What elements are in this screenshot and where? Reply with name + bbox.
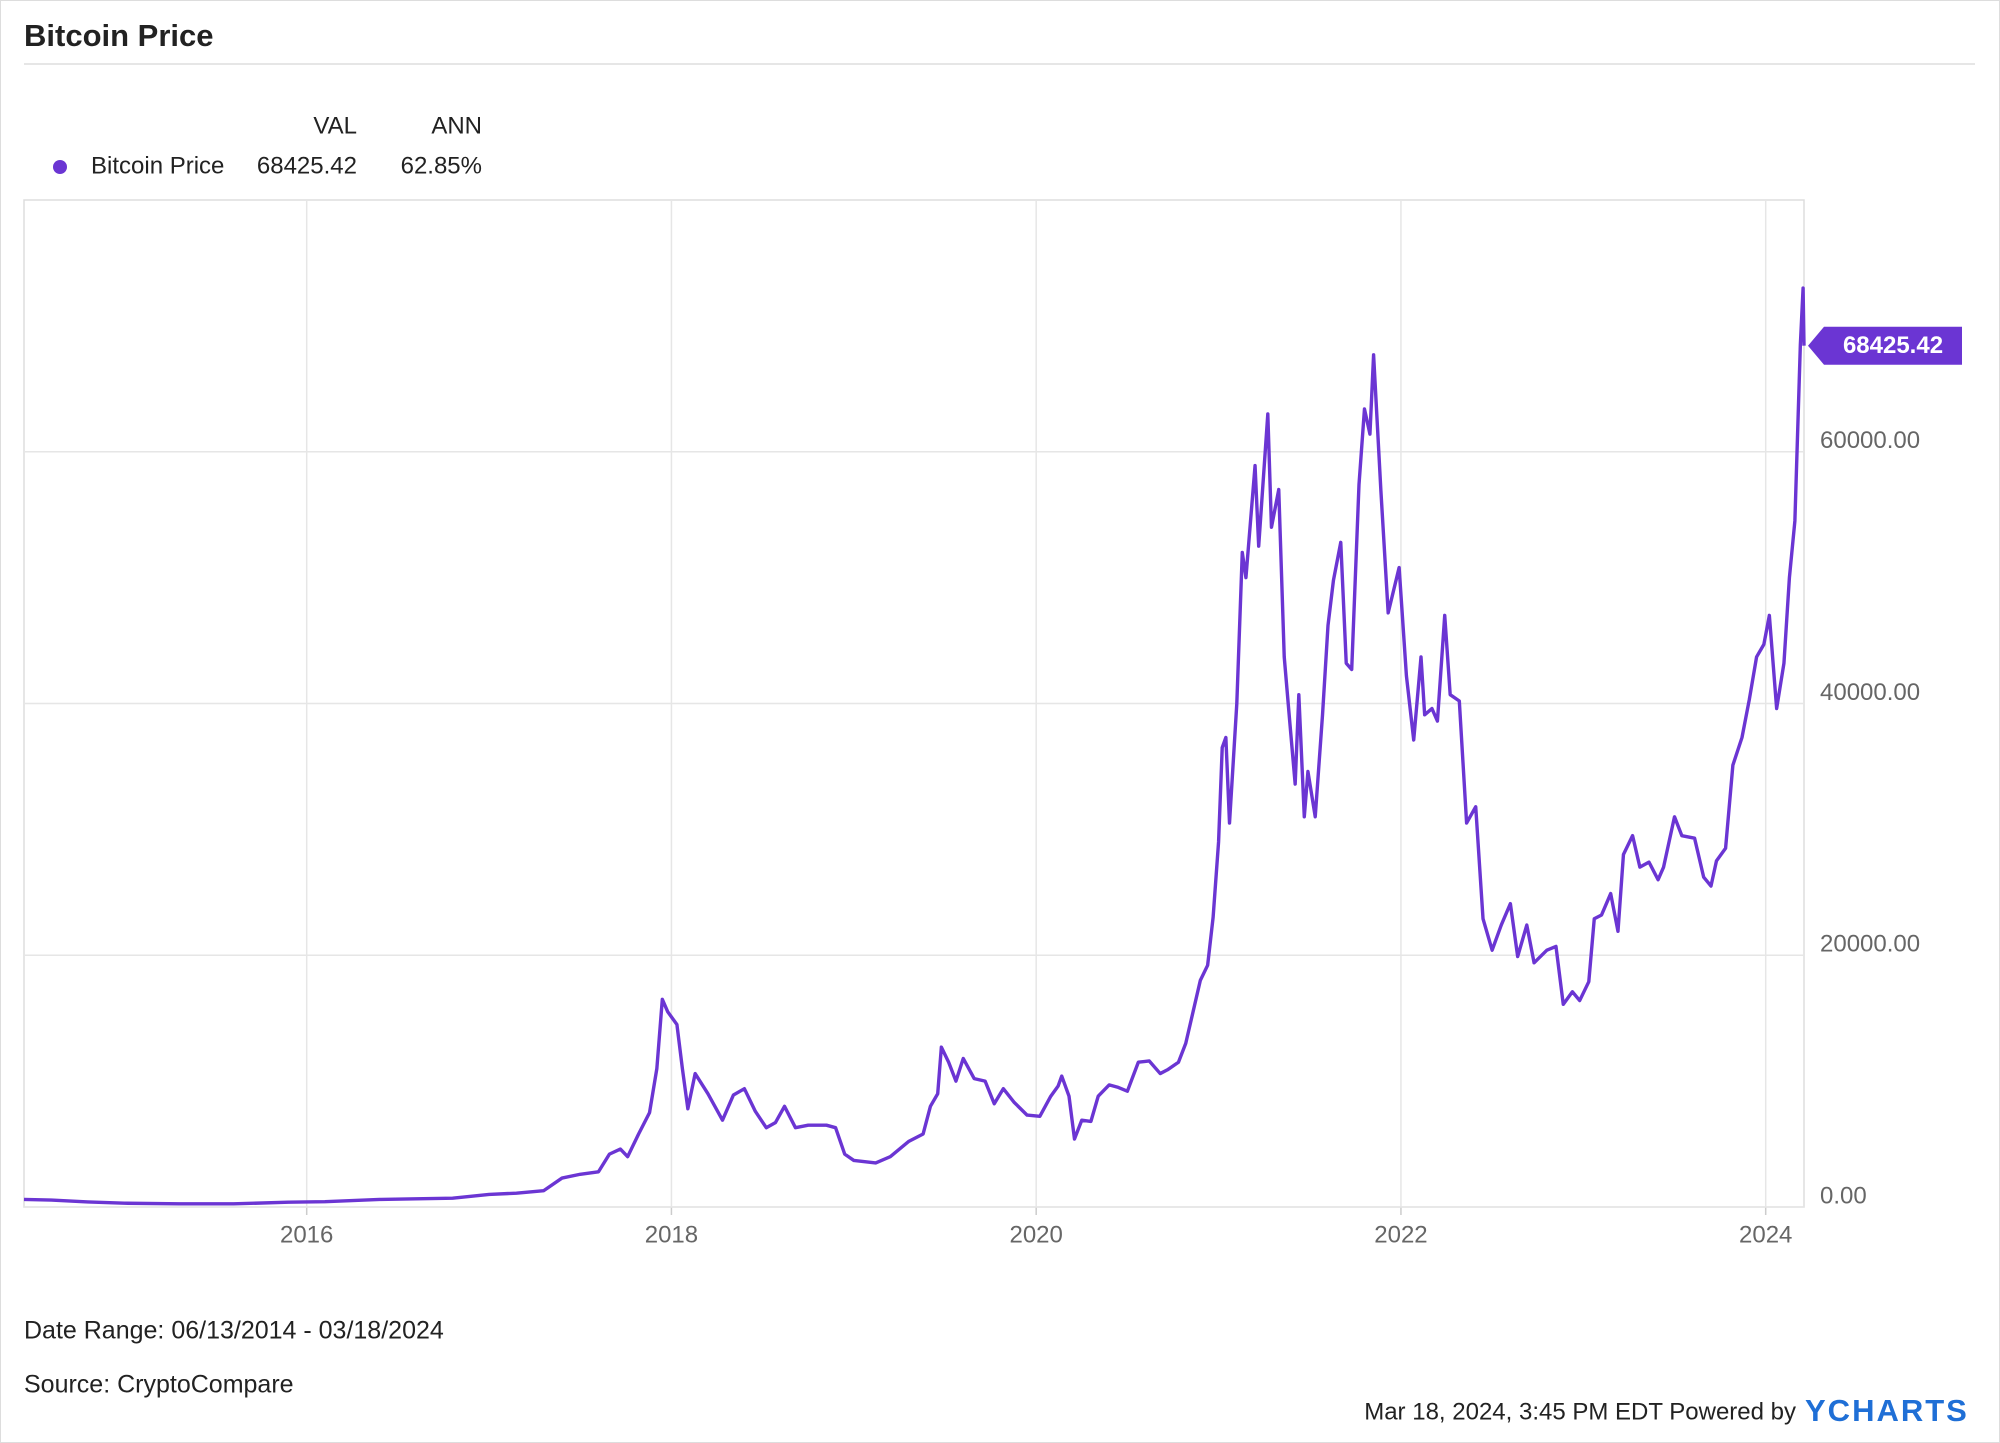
date-range: Date Range: 06/13/2014 - 03/18/2024 (24, 1317, 444, 1345)
y-tick-label: 20000.00 (1820, 931, 1920, 958)
x-tick-label: 2020 (1009, 1221, 1062, 1248)
y-tick-label: 60000.00 (1820, 427, 1920, 454)
price-line (23, 286, 1806, 1206)
legend-marker (53, 160, 67, 174)
brand-logo: YCHARTS (1805, 1393, 1969, 1428)
x-tick-label: 2022 (1374, 1221, 1427, 1248)
source: Source: CryptoCompare (24, 1371, 294, 1399)
chart-title: Bitcoin Price (24, 18, 214, 53)
timestamp: Mar 18, 2024, 3:45 PM EDT Powered by (1364, 1398, 1796, 1425)
x-tick-label: 2016 (280, 1221, 333, 1248)
y-tick-label: 0.00 (1820, 1182, 1867, 1209)
legend-annualized: 62.85% (401, 152, 482, 179)
legend-label: Bitcoin Price (91, 152, 224, 179)
x-tick-label: 2024 (1739, 1221, 1792, 1248)
y-tick-label: 40000.00 (1820, 679, 1920, 706)
legend-header: ANN (431, 112, 482, 139)
legend-value: 68425.42 (257, 152, 357, 179)
last-value-callout (1808, 326, 1962, 365)
legend-header: VAL (313, 112, 357, 139)
x-tick-label: 2018 (645, 1221, 698, 1248)
last-value-label: 68425.42 (1843, 332, 1943, 359)
